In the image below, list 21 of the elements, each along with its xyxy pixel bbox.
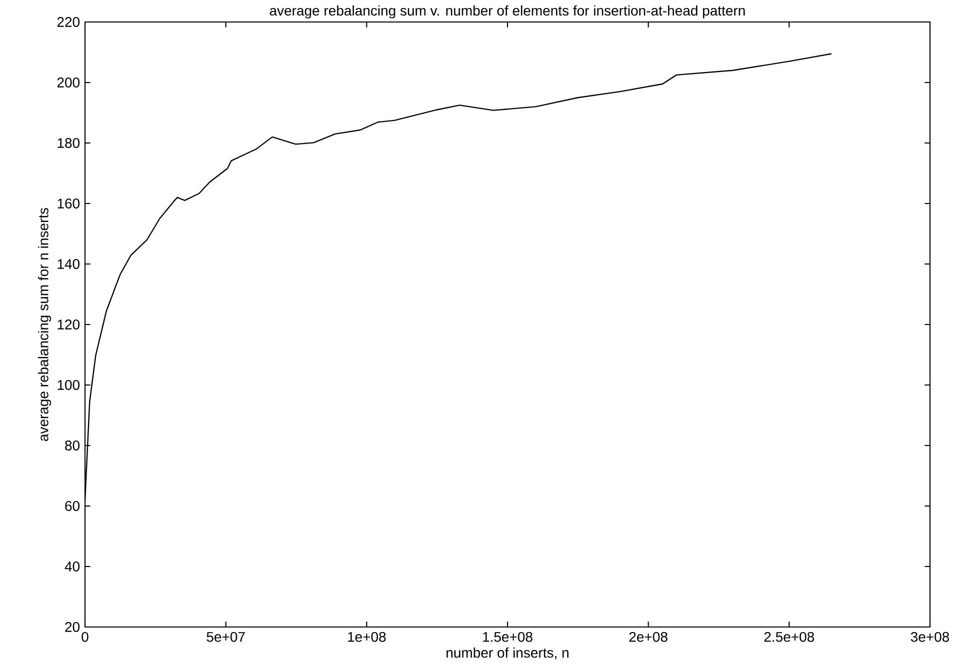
x-tick-label: 5e+07 — [206, 632, 245, 642]
y-tick-label: 40 — [64, 562, 80, 572]
x-tick-label: 1e+08 — [348, 632, 386, 642]
x-tick-label: 1.5e+08 — [483, 632, 532, 642]
x-axis-title: number of inserts, n — [446, 647, 568, 660]
y-tick-label: 80 — [65, 440, 80, 450]
x-tick-label: 2e+08 — [629, 632, 668, 642]
y-tick-label: 140 — [58, 259, 80, 269]
y-tick-label: 100 — [58, 380, 80, 390]
chart-title: average rebalancing sum v. number of elements for insertion-at-head pattern — [270, 5, 745, 18]
x-tick-label: 0 — [82, 632, 88, 642]
y-tick-label: 180 — [58, 138, 80, 148]
y-tick-label: 20 — [65, 622, 80, 632]
y-tick-label: 220 — [57, 17, 80, 27]
y-tick-label: 160 — [58, 198, 80, 208]
x-tick-label: 2.5e+08 — [764, 632, 814, 642]
y-tick-label: 120 — [58, 320, 80, 330]
x-tick-label: 3e+08 — [910, 632, 950, 642]
y-axis-title: average rebalancing sum for n inserts — [38, 208, 52, 442]
y-tick-label: 200 — [57, 78, 80, 88]
y-tick-label: 60 — [65, 501, 80, 511]
